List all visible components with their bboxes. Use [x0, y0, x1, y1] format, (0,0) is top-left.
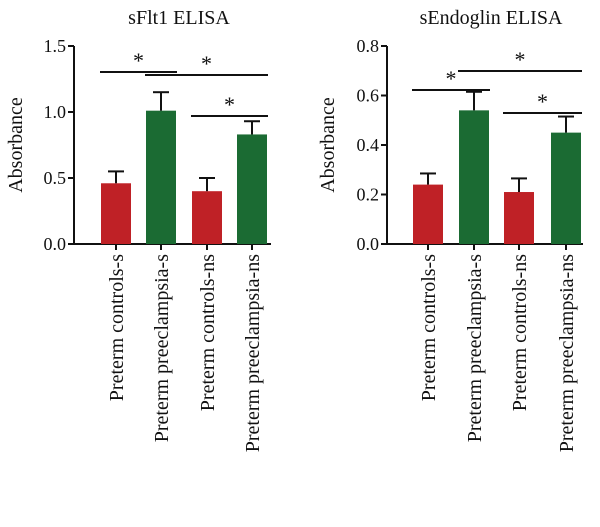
x-tick-label: Preterm controls-s [106, 254, 128, 401]
chart-panel-2: sEndoglin ELISA Absorbance 0.0 0.2 0.4 0.6 0.8… [317, 7, 583, 452]
y-tick-label: 0.2 [357, 185, 380, 205]
significance-marker: * [224, 92, 235, 117]
x-tick-label: Preterm preeclampsia-s [464, 254, 486, 442]
bar [237, 134, 267, 244]
bar [101, 183, 131, 244]
y-axis-label: Absorbance [317, 97, 339, 193]
chart-title: sFlt1 ELISA [128, 7, 230, 29]
significance-marker: * [201, 51, 212, 76]
chart-panel-1: sFlt1 ELISA Absorbance 0.0 0.5 1.0 1.5 Preterm… [5, 7, 271, 452]
bar [413, 184, 443, 244]
x-tick-label: Preterm controls-s [418, 254, 440, 401]
bar [551, 132, 581, 244]
y-tick-label: 0.0 [357, 234, 380, 254]
y-tick-label: 0.8 [357, 36, 380, 56]
bar [459, 110, 489, 244]
x-tick-label: Preterm preeclampsia-ns [556, 254, 578, 452]
significance-marker: * [446, 66, 457, 91]
y-tick-label: 0.4 [357, 135, 380, 155]
y-tick-label: 1.5 [44, 36, 67, 56]
y-tick-label: 0.5 [44, 168, 67, 188]
x-tick-label: Preterm controls-ns [509, 254, 531, 411]
y-tick-label: 0.0 [44, 234, 67, 254]
significance-marker: * [133, 48, 144, 73]
x-tick-label: Preterm preeclampsia-ns [242, 254, 264, 452]
y-tick-label: 1.0 [44, 102, 67, 122]
significance-marker: * [537, 89, 548, 114]
bar [504, 192, 534, 244]
x-tick-label: Preterm controls-ns [197, 254, 219, 411]
significance-marker: * [515, 47, 526, 72]
bar [146, 110, 176, 245]
bar [192, 191, 222, 244]
chart-title: sEndoglin ELISA [420, 7, 563, 29]
x-tick-label: Preterm preeclampsia-s [151, 254, 173, 442]
y-tick-label: 0.6 [357, 86, 380, 106]
y-axis-label: Absorbance [5, 97, 27, 193]
